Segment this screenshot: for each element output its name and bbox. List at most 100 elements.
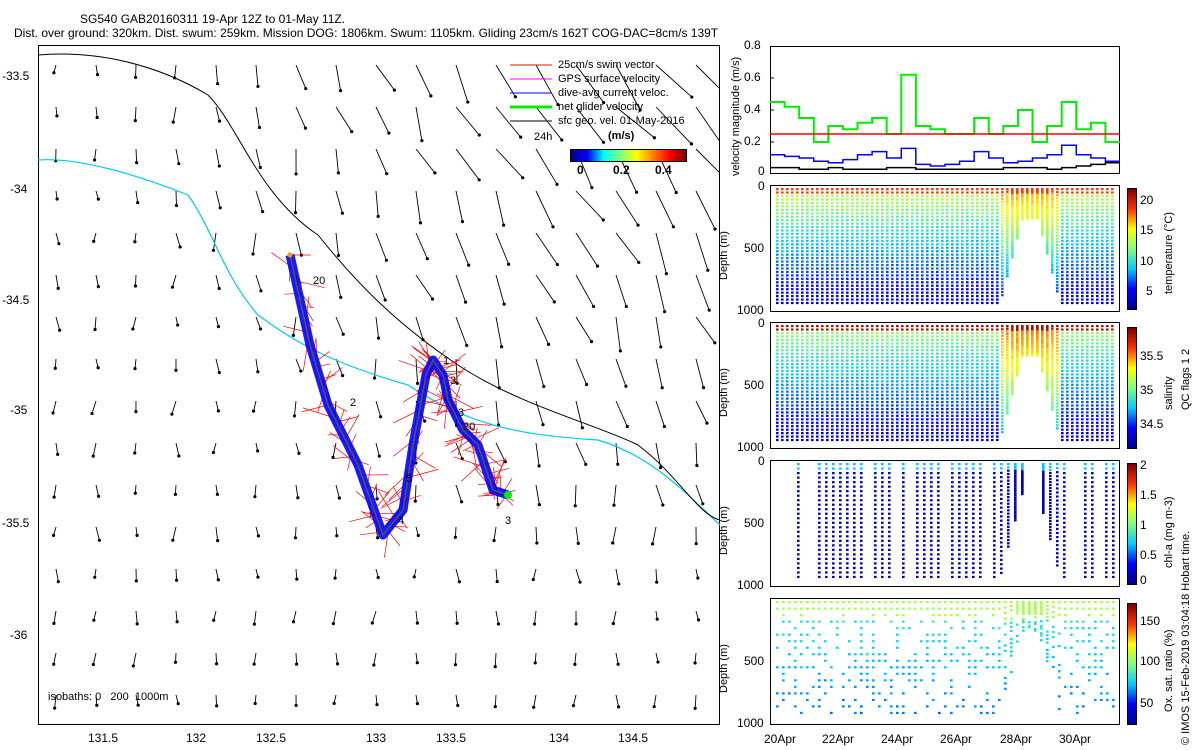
profile-sample bbox=[781, 407, 784, 411]
current-vector bbox=[54, 694, 57, 709]
profile-sample bbox=[926, 414, 929, 417]
profile-sample bbox=[911, 380, 914, 383]
profile-sample bbox=[911, 387, 914, 390]
profile-sample bbox=[886, 400, 889, 404]
current-vector-head bbox=[170, 412, 174, 416]
lon-tick: 132 bbox=[186, 731, 207, 745]
profile-sample bbox=[806, 191, 809, 194]
profile-sample bbox=[956, 407, 959, 411]
profile-sample bbox=[996, 414, 999, 417]
profile-sample bbox=[781, 188, 784, 191]
profile-sample bbox=[1041, 362, 1044, 365]
profile-sample bbox=[831, 191, 834, 194]
profile-sample bbox=[941, 432, 944, 435]
profile-sample bbox=[891, 188, 894, 191]
profile-sample bbox=[946, 404, 949, 407]
title-line-2: Dist. over ground: 320km. Dist. swum: 25… bbox=[14, 26, 719, 40]
profile-sample bbox=[791, 243, 794, 246]
profile-sample bbox=[971, 331, 974, 335]
profile-sample bbox=[861, 208, 864, 211]
profile-sample bbox=[971, 243, 974, 246]
profile-sample bbox=[851, 198, 854, 201]
current-vector bbox=[215, 190, 221, 208]
current-vector-head bbox=[340, 211, 344, 215]
profile-sample bbox=[946, 277, 949, 280]
current-vector-head bbox=[689, 142, 694, 146]
profile-sample bbox=[836, 421, 839, 424]
profile-sample bbox=[831, 298, 834, 301]
profile-sample bbox=[1001, 242, 1004, 245]
current-vector-head bbox=[133, 491, 137, 495]
profile-sample bbox=[811, 397, 814, 400]
profile-sample bbox=[946, 356, 949, 359]
profile-sample bbox=[1071, 219, 1074, 222]
profile-sample bbox=[1076, 270, 1079, 274]
profile-sample bbox=[1016, 195, 1019, 198]
profile-sample bbox=[921, 331, 924, 335]
profile-sample bbox=[876, 277, 879, 280]
profile-sample bbox=[1006, 359, 1009, 362]
profile-sample bbox=[801, 274, 804, 277]
profile-sample bbox=[786, 288, 789, 291]
profile-sample bbox=[1111, 205, 1114, 208]
profile-sample bbox=[951, 383, 954, 386]
profile-sample bbox=[991, 298, 994, 301]
profile-sample bbox=[866, 418, 869, 421]
current-vector-head bbox=[531, 577, 535, 582]
current-vector-head bbox=[337, 496, 341, 500]
profile-sample bbox=[881, 243, 884, 246]
profile-sample bbox=[881, 267, 884, 270]
current-vector-head bbox=[415, 381, 420, 386]
profile-sample bbox=[906, 414, 909, 417]
current-vector-head bbox=[611, 621, 615, 626]
profile-sample bbox=[886, 263, 889, 267]
profile-sample bbox=[791, 387, 794, 390]
profile-sample bbox=[856, 198, 859, 201]
profile-sample bbox=[1011, 200, 1014, 203]
profile-sample bbox=[1086, 194, 1089, 198]
lat-tick: -35.5 bbox=[2, 516, 30, 530]
profile-sample bbox=[901, 418, 904, 421]
profile-sample bbox=[806, 345, 809, 348]
profile-sample bbox=[821, 301, 824, 305]
profile-sample bbox=[806, 438, 809, 442]
profile-sample bbox=[821, 229, 824, 232]
profile-sample bbox=[1041, 330, 1044, 333]
profile-sample bbox=[911, 208, 914, 211]
profile-sample bbox=[856, 250, 859, 253]
profile-sample bbox=[811, 295, 814, 298]
profile-sample bbox=[941, 215, 944, 218]
profile-sample bbox=[1046, 193, 1049, 197]
profile-sample bbox=[871, 349, 874, 352]
profile-sample bbox=[1056, 287, 1059, 290]
profile-sample bbox=[821, 390, 824, 393]
profile-sample bbox=[836, 281, 839, 284]
profile-sample bbox=[851, 407, 854, 411]
profile-sample bbox=[881, 418, 884, 421]
profile-sample bbox=[811, 411, 814, 414]
profile-sample bbox=[1001, 188, 1004, 191]
profile-sample bbox=[881, 229, 884, 232]
profile-sample bbox=[861, 342, 864, 345]
profile-sample bbox=[841, 335, 844, 338]
profile-sample bbox=[986, 246, 989, 249]
profile-sample bbox=[906, 201, 909, 205]
current-vector-head bbox=[217, 370, 221, 375]
current-vector-head bbox=[131, 327, 135, 331]
profile-sample bbox=[1041, 363, 1044, 366]
profile-sample bbox=[796, 359, 799, 362]
profile-sample bbox=[981, 359, 984, 362]
profile-sample bbox=[961, 219, 964, 222]
profile-sample bbox=[1101, 291, 1104, 294]
profile-sample bbox=[781, 335, 784, 338]
profile-sample bbox=[961, 260, 964, 263]
current-vector bbox=[575, 106, 604, 143]
profile-sample bbox=[946, 219, 949, 222]
profile-sample bbox=[1011, 188, 1014, 191]
profile-sample bbox=[886, 438, 889, 442]
profile-sample bbox=[981, 281, 984, 284]
profile-sample bbox=[1086, 212, 1089, 215]
profile-sample bbox=[856, 335, 859, 338]
profile-sample bbox=[926, 291, 929, 294]
profile-sample bbox=[981, 414, 984, 417]
